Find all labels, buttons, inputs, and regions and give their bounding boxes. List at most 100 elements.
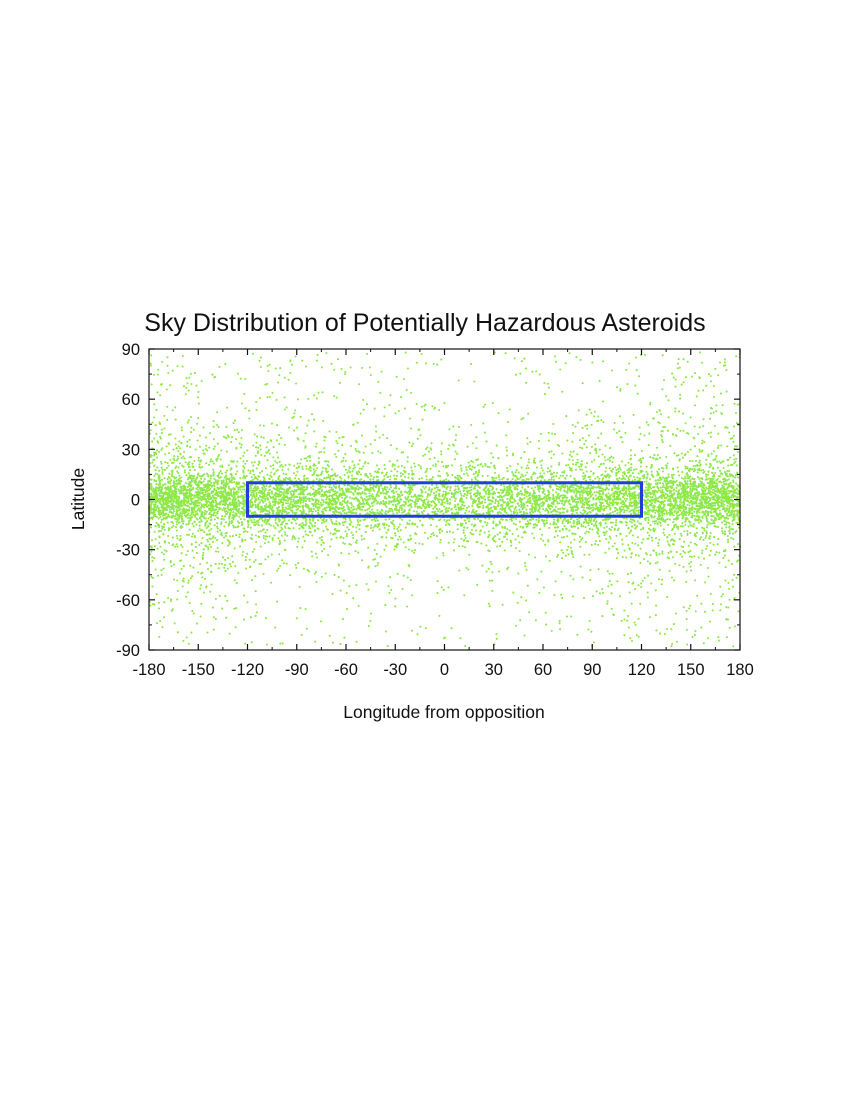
scatter-point <box>205 510 208 513</box>
scatter-point <box>524 474 527 477</box>
scatter-point <box>262 572 265 576</box>
scatter-point <box>619 468 622 471</box>
scatter-point <box>362 408 365 411</box>
scatter-point <box>293 412 296 415</box>
scatter-point <box>206 567 210 571</box>
scatter-point <box>612 456 615 459</box>
scatter-point <box>562 504 565 507</box>
scatter-point <box>376 502 379 505</box>
scatter-point <box>202 551 205 554</box>
scatter-point <box>719 609 722 612</box>
scatter-point <box>696 476 699 479</box>
scatter-point <box>485 492 488 495</box>
scatter-point <box>321 493 324 497</box>
scatter-point <box>226 538 229 542</box>
scatter-point <box>708 477 711 480</box>
scatter-point <box>203 577 207 580</box>
scatter-point <box>395 546 398 549</box>
scatter-point <box>658 505 661 508</box>
scatter-point <box>448 428 451 431</box>
scatter-point <box>311 484 315 488</box>
scatter-point <box>161 471 164 474</box>
scatter-point <box>663 512 666 515</box>
scatter-point <box>423 487 426 490</box>
scatter-point <box>194 541 198 544</box>
scatter-point <box>553 433 557 436</box>
scatter-point <box>208 446 211 449</box>
scatter-point <box>358 467 361 470</box>
scatter-point <box>682 358 685 361</box>
scatter-point <box>689 541 692 544</box>
scatter-point <box>662 518 665 521</box>
scatter-point <box>482 422 485 425</box>
scatter-point <box>323 477 326 480</box>
scatter-point <box>151 560 154 563</box>
scatter-point <box>323 506 326 510</box>
scatter-point <box>725 368 728 372</box>
scatter-point <box>484 521 487 524</box>
scatter-point <box>485 524 488 527</box>
scatter-point <box>149 362 152 365</box>
scatter-point <box>369 486 372 489</box>
scatter-point <box>718 475 722 478</box>
scatter-point <box>657 542 660 545</box>
scatter-point <box>435 525 438 528</box>
scatter-point <box>280 463 283 466</box>
scatter-point <box>614 485 617 488</box>
scatter-point <box>367 625 370 628</box>
scatter-point <box>372 489 376 492</box>
scatter-point <box>504 506 507 509</box>
scatter-point <box>540 464 543 467</box>
scatter-point <box>535 370 538 373</box>
scatter-point <box>552 471 556 474</box>
scatter-point <box>304 524 307 527</box>
scatter-point <box>435 496 438 499</box>
scatter-point <box>216 525 219 528</box>
scatter-point <box>340 367 343 371</box>
scatter-point <box>601 508 604 511</box>
scatter-point <box>174 437 177 440</box>
scatter-point <box>198 434 201 437</box>
scatter-point <box>281 496 284 499</box>
scatter-point <box>415 510 418 513</box>
scatter-point <box>151 516 154 519</box>
scatter-point <box>160 428 163 431</box>
scatter-point <box>335 430 338 434</box>
scatter-point <box>559 487 562 490</box>
scatter-point <box>697 432 700 436</box>
scatter-point <box>220 534 223 537</box>
scatter-point <box>590 494 593 497</box>
scatter-point <box>174 443 177 446</box>
scatter-point <box>602 531 605 534</box>
scatter-point <box>603 534 606 537</box>
scatter-point <box>713 495 716 498</box>
scatter-point <box>601 615 604 618</box>
scatter-point <box>700 626 703 629</box>
scatter-point <box>442 554 445 557</box>
scatter-point <box>411 594 414 597</box>
scatter-point <box>686 532 689 535</box>
scatter-point <box>288 519 291 522</box>
scatter-point <box>666 493 669 496</box>
scatter-point <box>474 529 478 532</box>
scatter-point <box>176 455 179 458</box>
scatter-point <box>363 537 366 541</box>
scatter-point <box>557 507 560 511</box>
scatter-point <box>618 430 621 433</box>
scatter-point <box>686 503 689 506</box>
scatter-point <box>606 499 609 502</box>
scatter-point <box>592 641 595 644</box>
scatter-point <box>630 572 633 575</box>
scatter-point <box>301 522 304 525</box>
scatter-point <box>257 498 260 501</box>
scatter-point <box>363 462 366 465</box>
scatter-point <box>705 473 708 476</box>
scatter-point <box>684 465 687 468</box>
scatter-point <box>221 503 224 506</box>
scatter-point <box>153 478 156 482</box>
scatter-point <box>269 465 272 468</box>
scatter-point <box>474 510 477 513</box>
scatter-point <box>156 466 159 469</box>
scatter-point <box>212 447 215 450</box>
scatter-point <box>458 545 461 548</box>
